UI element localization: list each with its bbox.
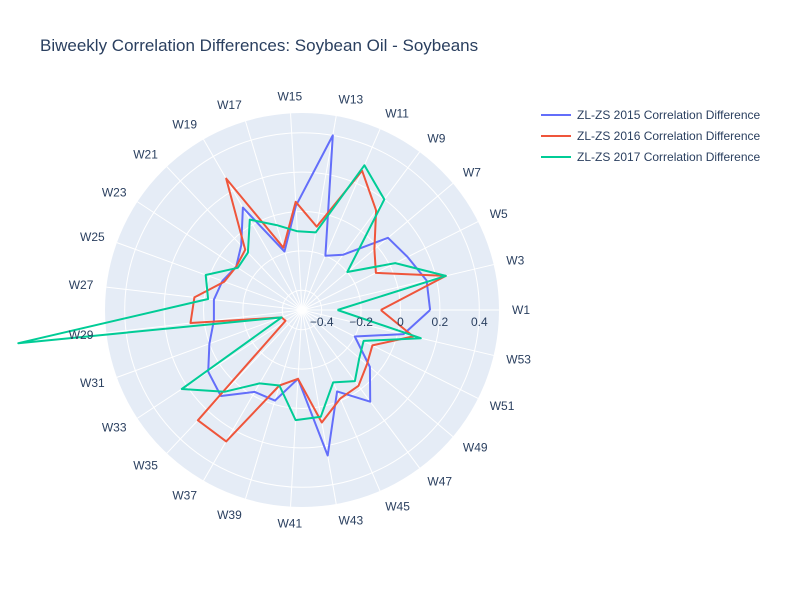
angular-tick-label: W5 xyxy=(490,207,508,221)
angular-tick-label: W47 xyxy=(427,475,452,489)
legend-label: ZL-ZS 2015 Correlation Difference xyxy=(577,108,761,122)
angular-tick-label: W41 xyxy=(277,517,302,531)
angular-tick-label: W15 xyxy=(277,89,302,103)
angular-tick-label: W17 xyxy=(217,98,242,112)
radial-tick-label: −0.2 xyxy=(349,315,373,329)
angular-gridline xyxy=(290,113,303,311)
angular-gridline xyxy=(301,264,494,311)
angular-tick-label: W7 xyxy=(463,165,481,179)
angular-gridline xyxy=(301,151,421,311)
legend-item-2[interactable]: ZL-ZS 2016 Correlation Difference xyxy=(541,129,761,143)
angular-tick-label: W27 xyxy=(69,278,94,292)
angular-gridline xyxy=(301,221,479,311)
legend-label: ZL-ZS 2016 Correlation Difference xyxy=(577,129,761,143)
angular-gridline xyxy=(301,115,337,311)
angular-tick-label: W1 xyxy=(512,303,530,317)
angular-tick-label: W35 xyxy=(133,459,158,473)
angular-gridline xyxy=(116,242,303,311)
angular-gridline xyxy=(301,309,421,469)
angular-tick-label: W45 xyxy=(385,500,410,514)
angular-gridline xyxy=(166,166,303,311)
angular-tick-label: W9 xyxy=(427,131,445,145)
angular-tick-label: W33 xyxy=(102,421,127,435)
polar-plot-area: W1 W3 W5 W7 W9 W11 W13 W15 W17 W19 W21 W23 W25 W27 W29… xyxy=(17,89,532,531)
radial-tick-label: −0.4 xyxy=(310,315,334,329)
angular-gridline xyxy=(301,182,454,311)
angular-tick-label: W51 xyxy=(490,399,515,413)
angular-tick-label: W31 xyxy=(80,376,105,390)
radial-tick-label: 0.2 xyxy=(432,315,449,329)
angular-tick-label: W11 xyxy=(385,107,409,121)
legend-label: ZL-ZS 2017 Correlation Difference xyxy=(577,150,761,164)
radial-tick-label: 0 xyxy=(397,315,404,329)
angular-gridline xyxy=(301,309,381,492)
angular-tick-label: W3 xyxy=(506,254,524,268)
angular-tick-label: W29 xyxy=(69,328,94,342)
angular-tick-label: W21 xyxy=(133,147,158,161)
angular-gridline xyxy=(137,201,303,311)
angular-gridline xyxy=(301,309,337,505)
angular-tick-label: W39 xyxy=(217,508,242,522)
series-line-1 xyxy=(207,134,432,457)
angular-gridline xyxy=(203,309,303,481)
angular-gridline xyxy=(245,121,303,311)
angular-tick-label: W53 xyxy=(506,352,531,366)
angular-tick-label: W43 xyxy=(339,514,364,528)
angular-tick-label: W25 xyxy=(80,230,105,244)
angular-axis-labels: W1 W3 W5 W7 W9 W11 W13 W15 W17 W19 W21 W23 W25 W27 W29… xyxy=(69,89,532,530)
angular-gridline xyxy=(166,309,303,454)
angular-gridline xyxy=(301,309,454,438)
series-line-3 xyxy=(17,164,447,422)
series-layer xyxy=(17,134,447,457)
angular-gridline xyxy=(301,309,479,399)
angular-gridline xyxy=(301,128,381,311)
legend[interactable]: ZL-ZS 2015 Correlation Difference ZL-ZS 2… xyxy=(541,108,761,164)
legend-item-1[interactable]: ZL-ZS 2015 Correlation Difference xyxy=(541,108,761,122)
chart-title: Biweekly Correlation Differences: Soybea… xyxy=(40,36,478,55)
legend-item-3[interactable]: ZL-ZS 2017 Correlation Difference xyxy=(541,150,761,164)
angular-gridline xyxy=(290,309,303,507)
angular-tick-label: W19 xyxy=(172,118,197,132)
angular-gridline xyxy=(137,309,303,419)
angular-tick-label: W49 xyxy=(463,441,488,455)
angular-tick-label: W13 xyxy=(339,92,364,106)
series-line-2 xyxy=(189,169,447,443)
angular-gridline xyxy=(245,309,303,499)
angular-gridline xyxy=(301,309,494,356)
radial-axis-labels: −0.4 −0.2 0 0.2 0.4 xyxy=(310,315,488,329)
angular-tick-label: W37 xyxy=(172,488,197,502)
angular-gridline xyxy=(106,286,303,311)
angular-gridline xyxy=(203,139,303,311)
angular-tick-label: W23 xyxy=(102,185,127,199)
radial-tick-label: 0.4 xyxy=(471,315,488,329)
